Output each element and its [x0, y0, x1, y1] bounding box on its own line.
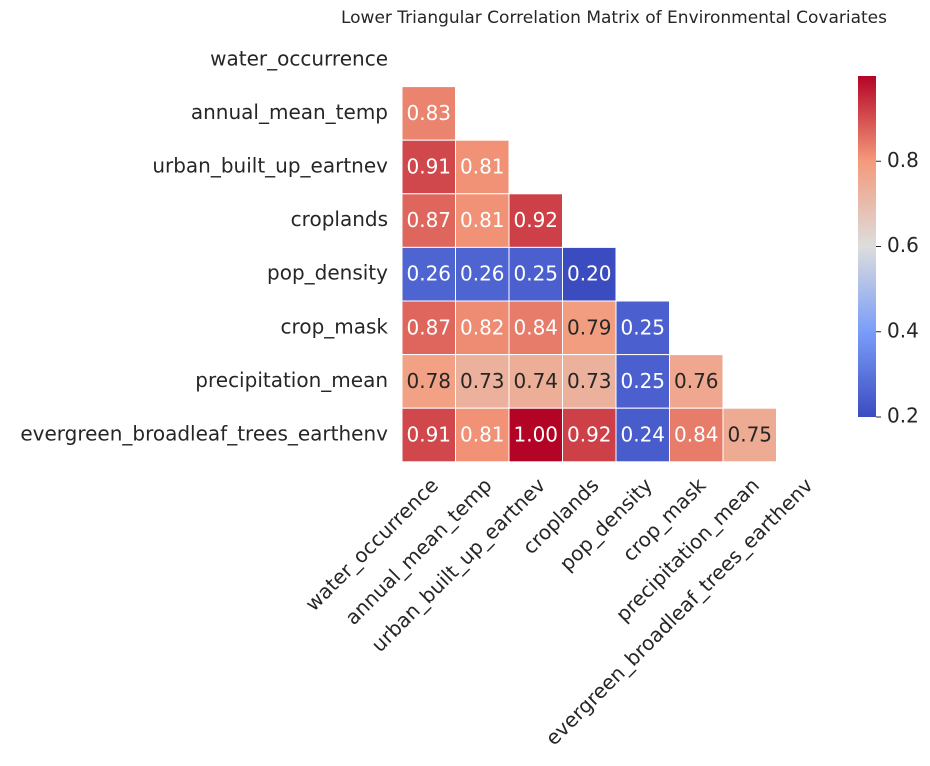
cell-label: 0.20	[567, 262, 612, 286]
colorbar-tick-label: 0.4	[887, 318, 919, 342]
cell-label: 0.78	[406, 369, 451, 393]
heatmap-cell	[401, 86, 456, 141]
cell-label: 0.74	[513, 369, 558, 393]
y-tick-label: precipitation_mean	[195, 368, 388, 392]
cell-label: 0.87	[406, 315, 451, 339]
cell-label: 0.91	[406, 423, 451, 447]
cell-label: 0.25	[513, 262, 558, 286]
y-tick-label: evergreen_broadleaf_trees_earthenv	[20, 422, 388, 446]
y-tick-label: crop_mask	[281, 314, 389, 338]
colorbar-tick-label: 0.6	[887, 233, 919, 257]
heatmap-cell	[508, 300, 563, 356]
chart-title: Lower Triangular Correlation Matrix of E…	[341, 8, 887, 28]
cell-label: 0.73	[567, 369, 612, 393]
cell-label: 0.24	[620, 423, 665, 447]
cell-label: 0.92	[513, 208, 558, 232]
cell-label: 0.25	[620, 369, 665, 393]
cell-label: 0.83	[406, 101, 451, 125]
cell-label: 0.76	[674, 369, 719, 393]
heatmap-cell	[722, 407, 777, 463]
cell-label: 0.87	[406, 208, 451, 232]
heatmap-cell	[401, 139, 456, 195]
colorbar	[858, 76, 876, 417]
heatmap-cell	[615, 354, 670, 409]
heatmap-cell	[455, 407, 510, 463]
heatmap-cell	[455, 246, 510, 302]
cell-label: 0.92	[567, 423, 612, 447]
cell-label: 0.79	[567, 315, 612, 339]
y-tick-label: pop_density	[267, 261, 388, 285]
cell-label: 0.26	[406, 262, 451, 286]
heatmap-cell	[455, 354, 510, 409]
heatmap-cell	[401, 246, 456, 302]
y-tick-label: croplands	[291, 207, 388, 231]
heatmap-cell	[508, 354, 563, 409]
y-tick-label: urban_built_up_eartnev	[152, 154, 388, 178]
heatmap-cell	[508, 193, 563, 248]
heatmap-cell	[508, 407, 563, 463]
heatmap-cell	[669, 407, 724, 463]
cell-label: 0.81	[460, 208, 505, 232]
y-tick-label: water_occurrence	[210, 46, 388, 70]
heatmap-cell	[669, 354, 724, 409]
colorbar-tick-label: 0.2	[887, 404, 919, 428]
y-tick-label: annual_mean_temp	[191, 100, 388, 124]
heatmap-cell	[401, 193, 456, 248]
cell-label: 0.73	[460, 369, 505, 393]
heatmap-cell	[508, 246, 563, 302]
heatmap-cell	[455, 139, 510, 195]
heatmap-cell	[562, 354, 617, 409]
cell-label: 0.81	[460, 423, 505, 447]
heatmap-cell	[615, 300, 670, 356]
cell-label: 0.75	[727, 423, 772, 447]
heatmap-cell	[455, 300, 510, 356]
heatmap-cell	[401, 300, 456, 356]
cell-label: 0.25	[620, 315, 665, 339]
cell-label: 0.82	[460, 315, 505, 339]
cell-label: 0.91	[406, 155, 451, 179]
heatmap-cell	[615, 407, 670, 463]
cell-label: 0.26	[460, 262, 505, 286]
heatmap-cell	[562, 300, 617, 356]
cell-label: 1.00	[513, 423, 558, 447]
heatmap-cell	[401, 354, 456, 409]
cell-label: 0.81	[460, 155, 505, 179]
colorbar-tick-label: 0.8	[887, 148, 919, 172]
cell-label: 0.84	[674, 423, 719, 447]
cell-label: 0.84	[513, 315, 558, 339]
heatmap-cell	[401, 407, 456, 463]
heatmap-cell	[562, 246, 617, 302]
